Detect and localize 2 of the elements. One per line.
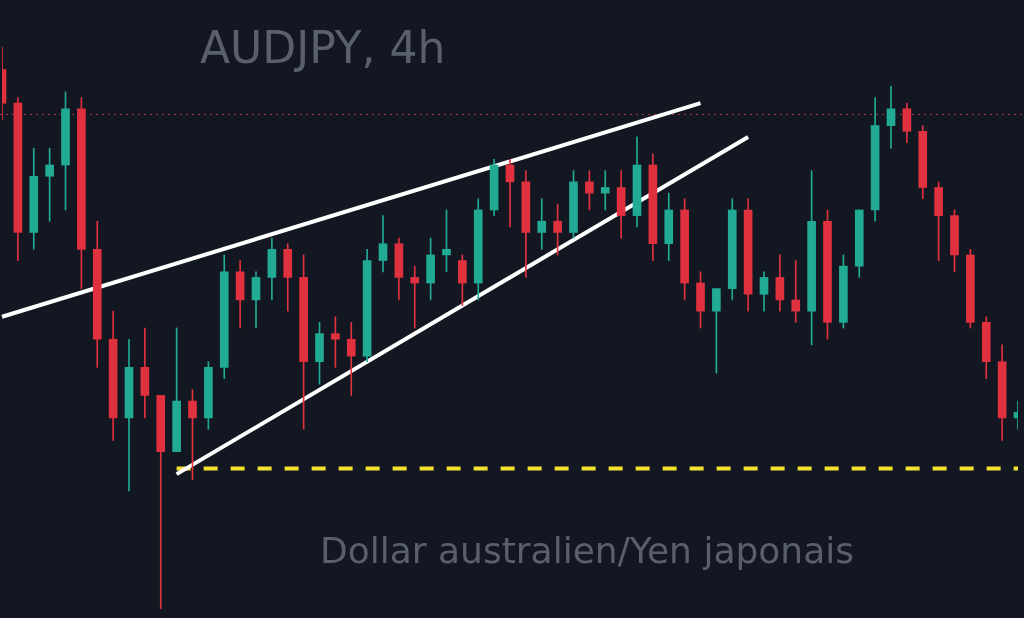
- chart-title: AUDJPY, 4h: [200, 22, 446, 73]
- text: Dollar australien/Yen japonais: [320, 530, 854, 571]
